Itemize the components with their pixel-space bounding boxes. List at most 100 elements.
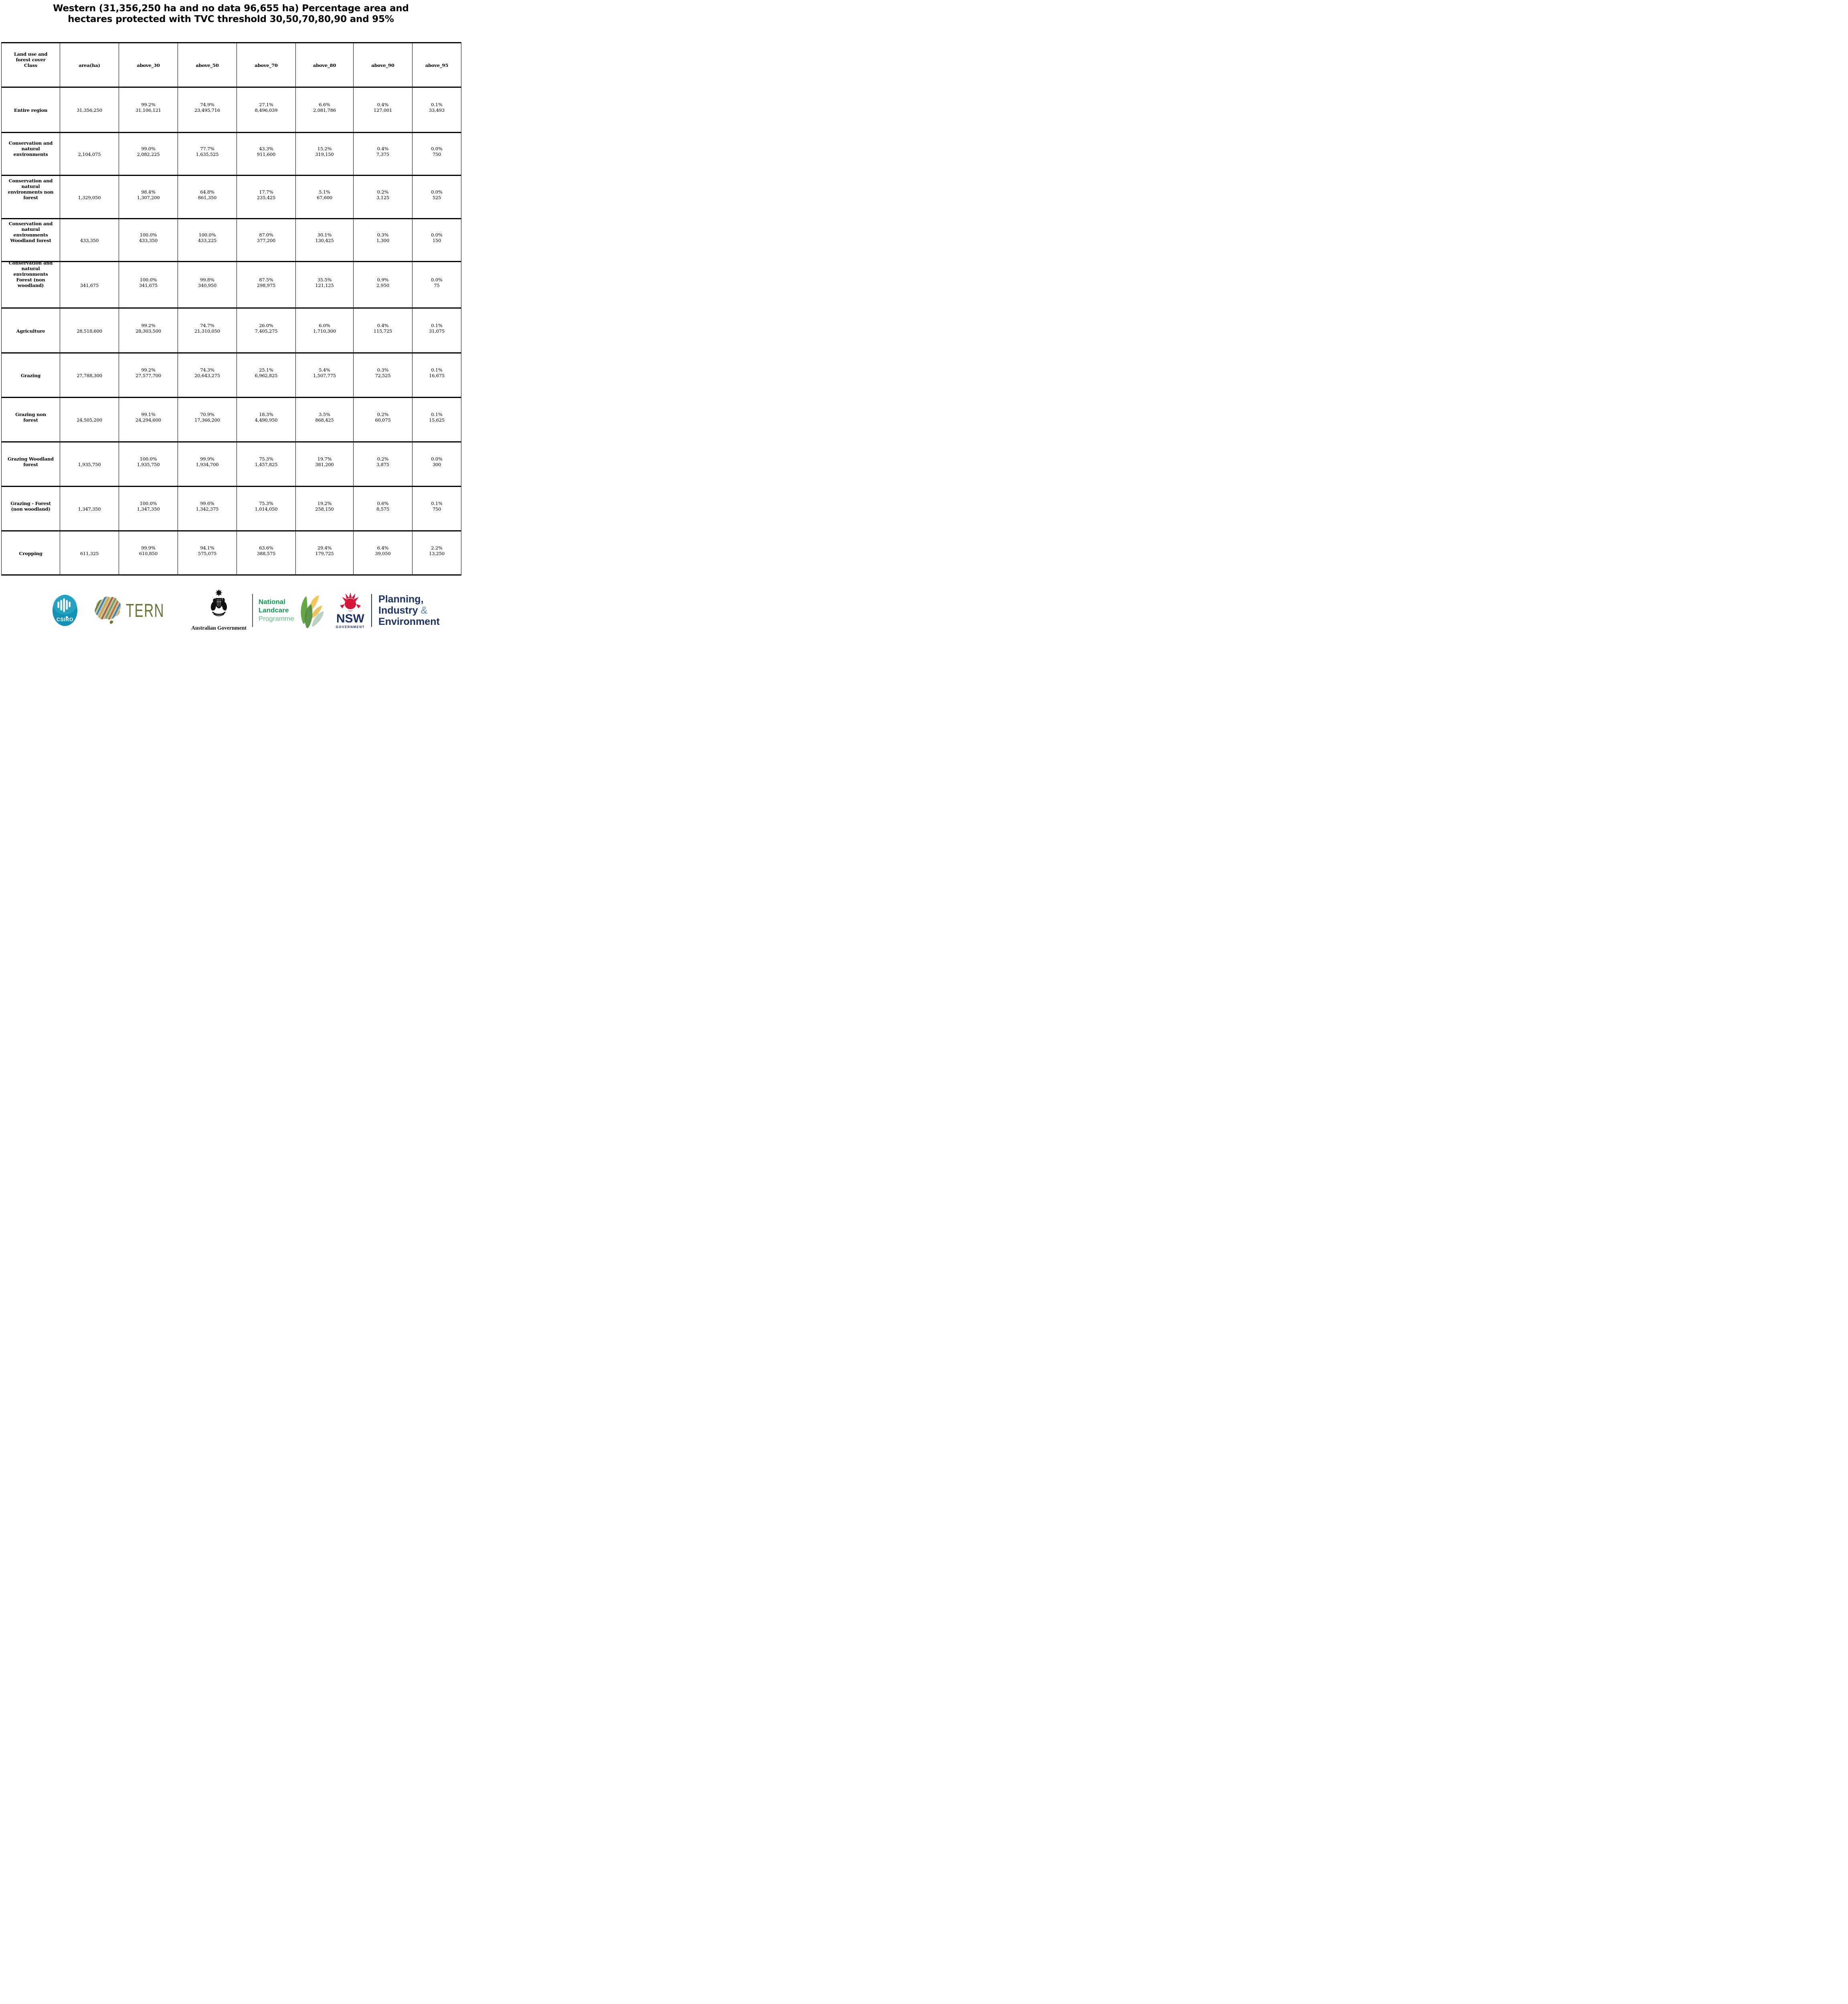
data-cell: 99.1% 24,294,600 — [119, 398, 178, 442]
header-cell: above_95 — [412, 43, 461, 88]
ausgov-landcare-group: Australian Government National Landcare … — [191, 589, 324, 631]
data-cell: 26.0% 7,405,275 — [237, 309, 296, 354]
nsw-government-label: GOVERNMENT — [336, 625, 365, 629]
data-cell: 75.3% 1,457,825 — [237, 442, 296, 487]
nsw-waratah-icon — [340, 592, 361, 611]
area-cell: 341,675 — [60, 262, 119, 309]
row-label-cell: Conservation and natural environments Wo… — [2, 219, 60, 262]
data-cell: 100.0% 433,225 — [178, 219, 237, 262]
dpie-label: Planning, Industry & Environment — [378, 594, 440, 627]
data-cell: 0.4% 127,001 — [354, 88, 412, 133]
footer-logos: CSIRO — [52, 581, 462, 639]
tern-australia-map-icon — [95, 596, 121, 624]
row-label-cell: Grazing — [2, 354, 60, 398]
data-cell: 15.2% 319,150 — [296, 133, 354, 176]
data-cell: 30.1% 130,425 — [296, 219, 354, 262]
landcare-logo: National Landcare Programme — [259, 592, 324, 629]
data-cell: 27.1% 8,496,039 — [237, 88, 296, 133]
landcare-line3: Programme — [258, 615, 294, 622]
page-title: Western (31,356,250 ha and no data 96,65… — [53, 3, 409, 24]
data-cell: 74.9% 23,495,716 — [178, 88, 237, 133]
data-cell: 0.1% 33,493 — [412, 88, 461, 133]
data-cell: 6.0% 1,710,300 — [296, 309, 354, 354]
data-cell: 0.3% 1,300 — [354, 219, 412, 262]
row-label-cell: Entire region — [2, 88, 60, 133]
divider-line — [252, 594, 253, 627]
landcare-line1: National — [258, 598, 285, 606]
data-cell: 94.1% 575,075 — [178, 531, 237, 576]
area-cell: 2,104,075 — [60, 133, 119, 176]
data-cell: 43.3% 911,600 — [237, 133, 296, 176]
dpie-ampersand: & — [421, 604, 428, 616]
data-cell: 18.3% 4,490,950 — [237, 398, 296, 442]
data-cell: 100.0% 1,935,750 — [119, 442, 178, 487]
area-cell: 24,505,200 — [60, 398, 119, 442]
data-cell: 99.2% 28,303,500 — [119, 309, 178, 354]
data-cell: 25.1% 6,962,825 — [237, 354, 296, 398]
data-cell: 63.6% 388,575 — [237, 531, 296, 576]
data-cell: 19.2% 258,150 — [296, 487, 354, 531]
row-label-cell: Agriculture — [2, 309, 60, 354]
divider-line — [371, 594, 372, 627]
data-cell: 0.1% 31,075 — [412, 309, 461, 354]
data-cell: 0.0% 300 — [412, 442, 461, 487]
data-cell: 64.8% 861,350 — [178, 176, 237, 219]
data-cell: 0.1% 16,675 — [412, 354, 461, 398]
data-cell: 0.6% 8,575 — [354, 487, 412, 531]
header-cell: above_90 — [354, 43, 412, 88]
header-cell: above_70 — [237, 43, 296, 88]
area-cell: 31,356,250 — [60, 88, 119, 133]
data-cell: 17.7% 235,425 — [237, 176, 296, 219]
data-cell: 100.0% 1,347,350 — [119, 487, 178, 531]
row-label-cell: Grazing non forest — [2, 398, 60, 442]
data-cell: 99.0% 2,082,225 — [119, 133, 178, 176]
row-label-cell: Conservation and natural environments Fo… — [2, 260, 60, 309]
data-cell: 99.2% 31,106,121 — [119, 88, 178, 133]
data-cell: 99.6% 1,342,375 — [178, 487, 237, 531]
data-cell: 0.2% 3,875 — [354, 442, 412, 487]
data-cell: 0.0% 75 — [412, 262, 461, 309]
data-cell: 77.7% 1,635,525 — [178, 133, 237, 176]
header-cell: area(ha) — [60, 43, 119, 88]
data-cell: 0.9% 2,950 — [354, 262, 412, 309]
australian-government-logo: Australian Government — [191, 589, 247, 631]
dpie-line3: Environment — [378, 616, 440, 627]
data-cell: 98.4% 1,307,200 — [119, 176, 178, 219]
row-label-cell: Grazing - Forest (non woodland) — [2, 487, 60, 531]
row-label-cell: Conservation and natural environments no… — [2, 176, 60, 219]
report-page: Western (31,356,250 ha and no data 96,65… — [0, 0, 462, 640]
data-cell: 99.9% 1,934,700 — [178, 442, 237, 487]
data-cell: 6.6% 2,081,786 — [296, 88, 354, 133]
area-cell: 1,329,050 — [60, 176, 119, 219]
row-label-cell: Conservation and natural environments — [2, 133, 60, 176]
csiro-label: CSIRO — [56, 616, 74, 622]
nsw-government-logo: NSW GOVERNMENT — [336, 592, 365, 629]
dpie-line1: Planning, — [378, 593, 424, 605]
csiro-icon — [53, 594, 77, 626]
header-cell: above_50 — [178, 43, 237, 88]
data-cell: 0.3% 72,525 — [354, 354, 412, 398]
data-cell: 3.5% 868,425 — [296, 398, 354, 442]
data-cell: 5.1% 67,600 — [296, 176, 354, 219]
area-cell: 28,518,600 — [60, 309, 119, 354]
area-cell: 433,350 — [60, 219, 119, 262]
header-cell: above_80 — [296, 43, 354, 88]
data-cell: 29.4% 179,725 — [296, 531, 354, 576]
data-cell: 5.4% 1,507,775 — [296, 354, 354, 398]
header-class-cell: Land use and forest cover Class — [2, 43, 60, 88]
data-cell: 87.5% 298,975 — [237, 262, 296, 309]
dpie-line2: Industry — [378, 604, 418, 616]
data-cell: 99.8% 340,950 — [178, 262, 237, 309]
data-cell: 74.7% 21,310,050 — [178, 309, 237, 354]
data-cell: 0.4% 115,725 — [354, 309, 412, 354]
row-label-cell: Grazing Woodland forest — [2, 442, 60, 487]
data-cell: 0.1% 15,625 — [412, 398, 461, 442]
header-cell: above_30 — [119, 43, 178, 88]
tern-logo: TERN — [90, 595, 179, 626]
data-cell: 70.9% 17,366,200 — [178, 398, 237, 442]
data-cell: 35.5% 121,125 — [296, 262, 354, 309]
data-cell: 2.2% 13,250 — [412, 531, 461, 576]
data-cell: 19.7% 381,200 — [296, 442, 354, 487]
nsw-dpie-group: NSW GOVERNMENT Planning, Industry & Envi… — [336, 592, 440, 629]
data-cell: 0.2% 60,075 — [354, 398, 412, 442]
